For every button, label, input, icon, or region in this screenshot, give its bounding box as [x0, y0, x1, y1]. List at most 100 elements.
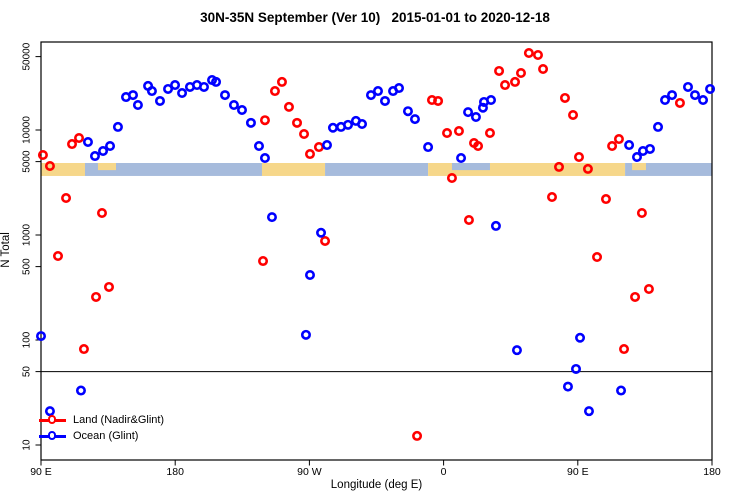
- data-point-land: [573, 152, 584, 163]
- data-point-ocean: [583, 406, 594, 417]
- data-point-land: [582, 163, 593, 174]
- data-point-land: [67, 139, 78, 150]
- data-point-ocean: [98, 145, 109, 156]
- data-point-land: [636, 208, 647, 219]
- data-point-land: [304, 149, 315, 160]
- data-point-land: [103, 281, 114, 292]
- data-point-ocean: [146, 86, 157, 97]
- data-point-ocean: [220, 90, 231, 101]
- data-point-land: [292, 117, 303, 128]
- data-point-land: [446, 173, 457, 184]
- data-point-ocean: [132, 100, 143, 111]
- data-point-ocean: [89, 151, 100, 162]
- data-point-ocean: [304, 269, 315, 280]
- x-tick-label: 90 W: [297, 466, 322, 478]
- data-point-land: [473, 141, 484, 152]
- data-point-ocean: [653, 121, 664, 132]
- legend-label-ocean: Ocean (Glint): [73, 430, 139, 442]
- coastline-patch-land: [632, 162, 646, 171]
- data-point-ocean: [705, 83, 716, 94]
- data-point-ocean: [105, 141, 116, 152]
- y-tick-label: 100: [22, 331, 33, 348]
- data-point-land: [37, 149, 48, 160]
- data-point-land: [643, 283, 654, 294]
- data-point-ocean: [245, 117, 256, 128]
- data-point-ocean: [228, 100, 239, 111]
- data-point-ocean: [163, 83, 174, 94]
- data-point-ocean: [365, 90, 376, 101]
- data-point-ocean: [254, 141, 265, 152]
- data-point-ocean: [511, 345, 522, 356]
- data-point-ocean: [470, 111, 481, 122]
- data-point-land: [494, 65, 505, 76]
- coastline-band-ocean: [325, 162, 429, 176]
- data-point-land: [61, 193, 72, 204]
- data-point-ocean: [327, 122, 338, 133]
- data-point-ocean: [266, 212, 277, 223]
- chart-title: 30N-35N September (Ver 10) 2015-01-01 to…: [200, 10, 550, 25]
- data-point-ocean: [112, 121, 123, 132]
- ocean-series-symbol: [39, 431, 66, 441]
- data-point-ocean: [75, 385, 86, 396]
- data-point-ocean: [128, 90, 139, 101]
- data-point-land: [484, 128, 495, 139]
- data-point-land: [554, 161, 565, 172]
- data-point-ocean: [357, 119, 368, 130]
- data-point-land: [313, 142, 324, 153]
- data-point-land: [412, 430, 423, 441]
- data-point-ocean: [571, 363, 582, 374]
- plot-frame: [40, 41, 713, 461]
- legend: Land (Nadir&Glint) Ocean (Glint): [39, 412, 164, 444]
- data-point-ocean: [562, 381, 573, 392]
- data-point-ocean: [490, 220, 501, 231]
- data-point-land: [78, 344, 89, 355]
- data-point-land: [538, 64, 549, 75]
- data-point-land: [74, 133, 85, 144]
- x-tick-label: 90 E: [30, 466, 52, 478]
- y-tick-label: 10: [22, 439, 33, 451]
- data-point-land: [283, 101, 294, 112]
- data-point-land: [510, 76, 521, 87]
- data-point-land: [269, 86, 280, 97]
- x-tick-label: 90 E: [567, 466, 589, 478]
- data-point-ocean: [154, 95, 165, 106]
- data-point-ocean: [667, 90, 678, 101]
- data-point-land: [559, 92, 570, 103]
- data-point-ocean: [259, 153, 270, 164]
- data-point-land: [299, 129, 310, 140]
- data-point-land: [515, 68, 526, 79]
- y-tick-label: 500: [22, 258, 33, 275]
- data-point-land: [500, 80, 511, 91]
- coastline-patch-ocean: [451, 162, 490, 171]
- data-point-land: [523, 48, 534, 59]
- data-point-land: [600, 194, 611, 205]
- coastline-band-ocean: [84, 162, 262, 176]
- data-point-ocean: [402, 106, 413, 117]
- data-point-land: [630, 291, 641, 302]
- data-point-ocean: [456, 153, 467, 164]
- land-series-symbol: [39, 415, 66, 425]
- data-point-ocean: [300, 329, 311, 340]
- coastline-band-land: [41, 162, 85, 176]
- data-point-land: [433, 95, 444, 106]
- legend-entry-land: Land (Nadir&Glint): [39, 412, 164, 428]
- data-point-ocean: [343, 119, 354, 130]
- coastline-patch-land: [97, 162, 117, 171]
- data-point-ocean: [316, 227, 327, 238]
- data-point-ocean: [394, 83, 405, 94]
- data-point-land: [607, 141, 618, 152]
- coastline-band-land: [261, 162, 326, 176]
- data-point-land: [442, 128, 453, 139]
- data-point-land: [96, 208, 107, 219]
- data-point-land: [674, 97, 685, 108]
- data-point-land: [463, 214, 474, 225]
- data-point-ocean: [624, 140, 635, 151]
- data-point-land: [613, 134, 624, 145]
- y-tick-label: 50: [22, 366, 33, 378]
- y-tick-label: 50000: [22, 42, 33, 70]
- data-point-land: [258, 256, 269, 267]
- data-point-ocean: [170, 80, 181, 91]
- data-point-ocean: [575, 332, 586, 343]
- y-tick-label: 1000: [22, 223, 33, 246]
